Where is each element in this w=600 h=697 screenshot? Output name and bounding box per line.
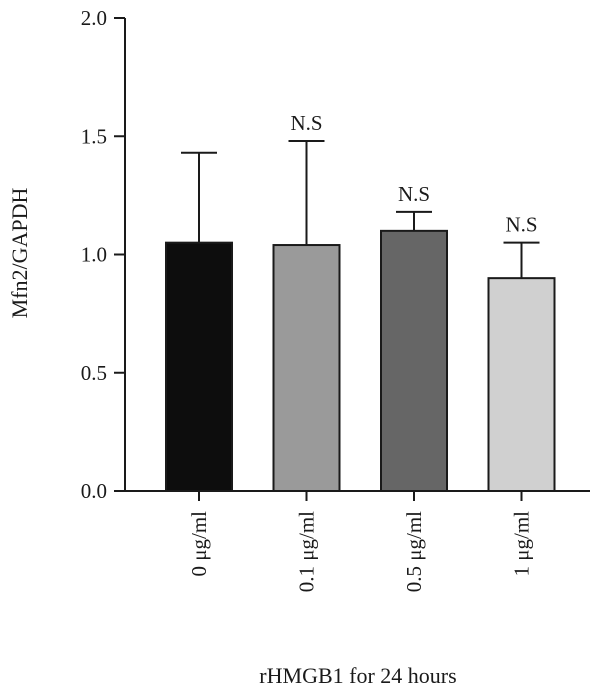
category-label: 0.1 μg/ml <box>295 511 319 592</box>
significance-label: N.S <box>290 111 322 135</box>
category-label: 0.5 μg/ml <box>402 511 426 592</box>
bar <box>487 277 556 492</box>
bars <box>165 229 556 492</box>
significance-annotations: N.S N.S N.S <box>290 111 537 237</box>
error-bars <box>181 139 540 279</box>
y-tick-label: 0.5 <box>81 361 107 385</box>
significance-label: N.S <box>505 213 537 237</box>
y-tick-label: 2.0 <box>81 6 107 30</box>
significance-label: N.S <box>398 182 430 206</box>
category-label: 1 μg/ml <box>510 511 534 577</box>
x-axis-title: rHMGB1 for 24 hours <box>259 663 456 688</box>
bar <box>165 241 233 492</box>
y-axis: 0.0 0.5 1.0 1.5 2.0 <box>81 6 126 503</box>
bar <box>272 244 341 492</box>
x-axis <box>125 490 590 501</box>
y-tick-label: 1.0 <box>81 243 107 267</box>
y-tick-label: 0.0 <box>81 479 107 503</box>
category-labels: 0 μg/ml 0.1 μg/ml 0.5 μg/ml 1 μg/ml <box>187 511 534 592</box>
y-axis-title: Mfn2/GAPDH <box>7 188 32 319</box>
y-tick-label: 1.5 <box>81 124 107 148</box>
bar <box>380 229 448 492</box>
category-label: 0 μg/ml <box>187 511 211 577</box>
